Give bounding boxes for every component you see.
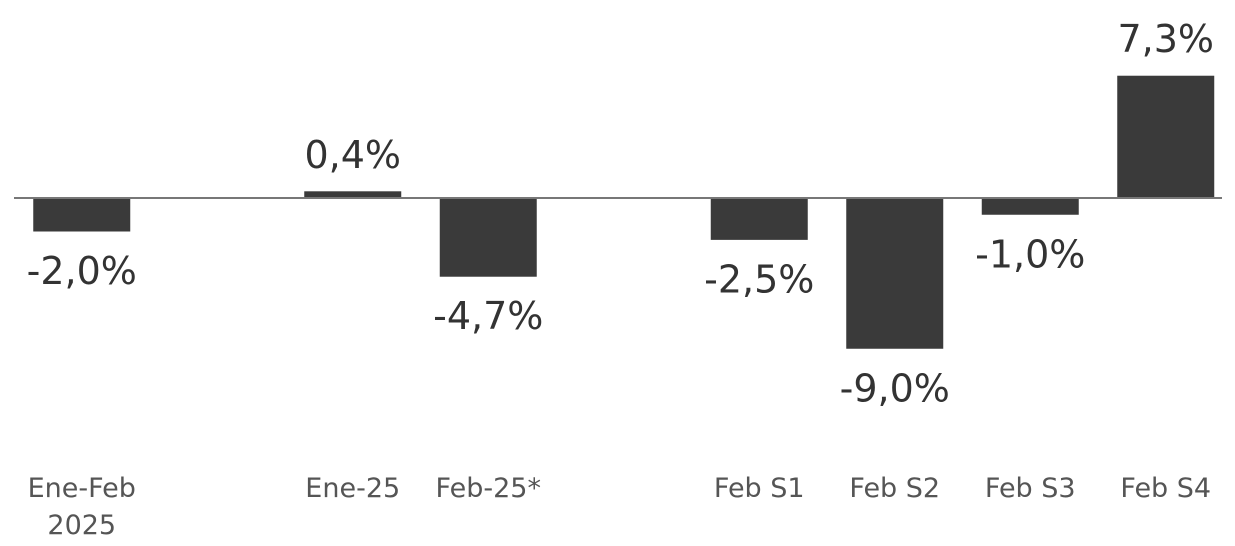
value-label: -9,0% [840, 366, 950, 410]
value-label: -2,5% [704, 257, 814, 301]
x-tick-label: Feb-25* [435, 473, 541, 504]
value-label: -2,0% [27, 249, 137, 293]
bar [439, 198, 537, 277]
value-label: -1,0% [975, 232, 1085, 276]
bar [304, 191, 402, 198]
bar [846, 198, 944, 349]
x-tick-label: Ene-25 [305, 473, 401, 504]
bar [33, 198, 131, 232]
x-tick-label: Feb S4 [1120, 473, 1212, 504]
bar [1117, 75, 1215, 198]
x-tick-label: Feb S2 [849, 473, 941, 504]
bar [981, 198, 1079, 215]
x-tick-label: Ene-Feb 2025 [27, 473, 136, 541]
value-label: 7,3% [1117, 17, 1214, 61]
bar [710, 198, 808, 240]
x-tick-label: Feb S3 [984, 473, 1076, 504]
value-label: 0,4% [304, 133, 401, 177]
x-tick-label: Feb S1 [713, 473, 805, 504]
value-label: -4,7% [433, 294, 543, 338]
